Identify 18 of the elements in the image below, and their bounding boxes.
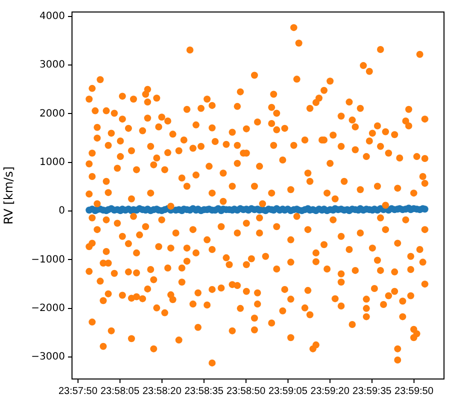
y-tick-label: 0 xyxy=(58,206,65,217)
y-tick-label: −2000 xyxy=(31,303,65,314)
y-tick-label: 3000 xyxy=(40,60,65,71)
x-tick-label: 23:59:20 xyxy=(310,386,350,397)
x-tick-label: 23:58:05 xyxy=(100,386,140,397)
y-tick-label: 4000 xyxy=(40,10,65,22)
x-tick-label: 23:58:35 xyxy=(184,386,224,397)
x-tick-label: 23:57:50 xyxy=(58,386,98,397)
y-tick-label: −3000 xyxy=(31,352,65,363)
x-tick-label: 23:58:20 xyxy=(142,386,182,397)
x-tick-label: 23:58:50 xyxy=(226,386,266,397)
x-tick-label: 23:59:50 xyxy=(394,386,434,397)
x-tick-label: 23:59:05 xyxy=(268,386,308,397)
y-tick-label: −1000 xyxy=(31,254,65,266)
y-axis-title: RV [km/s] xyxy=(1,166,16,225)
y-tick-label: 2000 xyxy=(40,108,65,120)
x-tick-label: 23:59:35 xyxy=(352,386,392,397)
y-tick-label: 1000 xyxy=(40,156,65,168)
